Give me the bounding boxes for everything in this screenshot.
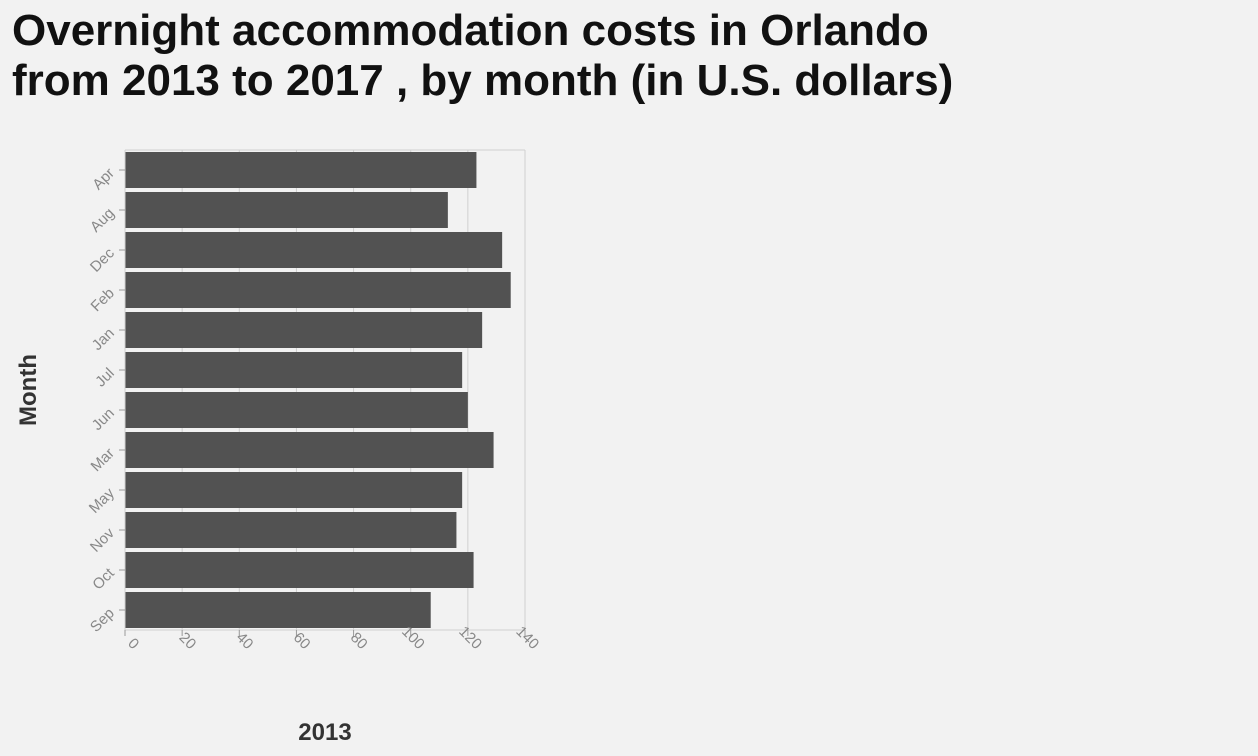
y-tick-label: May	[86, 484, 118, 516]
x-tick-label: 120	[455, 623, 485, 653]
bar-jun	[125, 392, 468, 428]
y-tick-label: Oct	[89, 564, 118, 593]
y-tick-label: Sep	[87, 605, 118, 636]
bar-may	[125, 472, 463, 508]
y-tick-label: Jun	[89, 405, 118, 434]
x-tick-label: 140	[512, 623, 542, 653]
bar-apr	[125, 152, 477, 188]
bar-mar	[125, 432, 494, 468]
y-axis-label: Month	[15, 354, 42, 426]
bar-feb	[125, 272, 511, 308]
y-tick-label: Feb	[88, 285, 118, 315]
bar-jan	[125, 312, 483, 348]
y-tick-label: Apr	[89, 165, 118, 194]
bar-dec	[125, 232, 503, 268]
y-tick-label: Jul	[92, 365, 118, 391]
chart-title: Overnight accommodation costs in Orlando…	[12, 6, 1252, 106]
bar-sep	[125, 592, 431, 628]
x-tick-label: 80	[347, 629, 371, 653]
y-tick-label: Aug	[87, 205, 118, 236]
y-tick-label: Nov	[87, 524, 118, 555]
y-tick-label: Mar	[88, 445, 118, 475]
x-tick-label: 0	[124, 635, 142, 653]
chart-title-line-2: from 2013 to 2017 , by month (in U.S. do…	[12, 56, 954, 105]
bar-aug	[125, 192, 448, 228]
x-tick-label: 40	[233, 629, 257, 653]
x-tick-label: 20	[176, 629, 200, 653]
bar-oct	[125, 552, 474, 588]
y-tick-label: Dec	[87, 244, 118, 275]
bar-jul	[125, 352, 463, 388]
y-tick-label: Jan	[89, 325, 118, 354]
x-axis-label: 2013	[298, 719, 351, 746]
chart-title-line-1: Overnight accommodation costs in Orlando	[12, 6, 929, 55]
grid-lines	[124, 149, 526, 630]
bar-nov	[125, 512, 457, 548]
x-tick-label: 60	[290, 629, 314, 653]
bars	[125, 152, 511, 628]
